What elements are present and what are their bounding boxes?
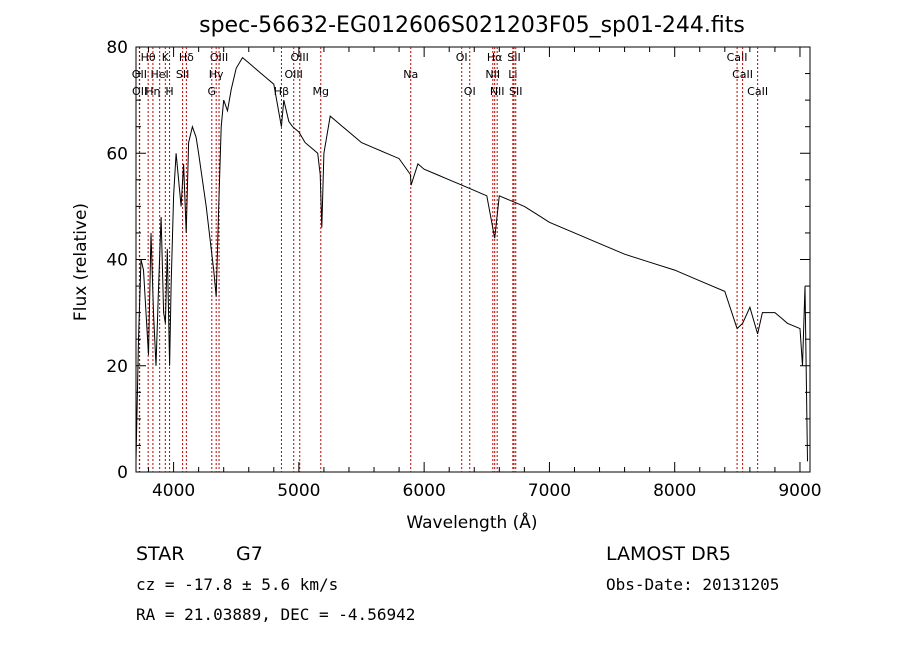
- y-axis-label: Flux (relative): [71, 203, 91, 321]
- obs-date: Obs-Date: 20131205: [606, 575, 779, 594]
- object-subclass: G7: [236, 543, 263, 565]
- chart-title: spec-56632-EG012606S021203F05_sp01-244.f…: [199, 13, 745, 38]
- y-tick-label: 40: [106, 251, 128, 271]
- y-axis-ticks: 0 20 40 60 80: [106, 38, 810, 483]
- spectral-line-label: OI: [456, 51, 468, 64]
- x-tick-label: 5000: [277, 481, 320, 501]
- survey-label: LAMOST DR5: [606, 543, 731, 565]
- spectral-line-label: NII: [490, 85, 505, 98]
- x-axis-ticks: 4000 5000 6000 7000 8000 9000: [148, 47, 822, 501]
- spectral-line-label: OII: [132, 85, 147, 98]
- spectral-line-label: OIII: [210, 51, 228, 64]
- spectral-line-label: CaII: [732, 68, 753, 81]
- spectral-line-label: Hα: [487, 51, 503, 64]
- y-tick-label: 0: [117, 463, 128, 483]
- spectral-line-label: H: [165, 85, 173, 98]
- redshift-line: cz = -17.8 ± 5.6 km/s: [136, 575, 338, 594]
- spectral-line-label: SII: [509, 85, 522, 98]
- plot-frame: [135, 46, 811, 473]
- spectral-line-label: Hδ: [179, 51, 194, 64]
- spectral-line-label: SII: [507, 51, 520, 64]
- spectrum-series-line: [135, 56, 808, 462]
- spectral-line-label: OIII: [285, 68, 303, 81]
- y-tick-label: 60: [106, 144, 128, 164]
- spectral-line-label: Hβ: [274, 85, 289, 98]
- spectral-line-label: CaII: [727, 51, 748, 64]
- spectral-line-label: OI: [464, 85, 476, 98]
- spectral-line-label: Hη: [145, 85, 160, 98]
- x-tick-label: 7000: [528, 481, 571, 501]
- spectral-line-label: Hγ: [209, 68, 224, 81]
- spectral-line-label: CaII: [747, 85, 768, 98]
- spectral-line-label: SII: [176, 68, 189, 81]
- coordinates: RA = 21.03889, DEC = -4.56942: [136, 605, 415, 624]
- spectral-line-label: Na: [403, 68, 418, 81]
- y-tick-label: 20: [106, 357, 128, 377]
- x-tick-label: 6000: [403, 481, 446, 501]
- x-tick-label: 4000: [152, 481, 195, 501]
- spectral-line-label: Hθ: [141, 51, 156, 64]
- x-tick-label: 8000: [653, 481, 696, 501]
- spectral-line-label: Li: [508, 68, 517, 81]
- spectral-line-label: Mg: [313, 85, 329, 98]
- spectral-line-label: OII: [132, 68, 147, 81]
- spectral-line-label: G: [208, 85, 217, 98]
- y-tick-label: 80: [106, 38, 128, 58]
- spectral-line-label: NII: [485, 68, 500, 81]
- spectral-line-label: HeI: [151, 68, 169, 81]
- x-axis-label: Wavelength (Å): [406, 511, 537, 533]
- object-class: STAR: [136, 543, 184, 565]
- spectral-line-label: K: [162, 51, 170, 64]
- spectral-line-label: OIII: [291, 51, 309, 64]
- x-tick-label: 9000: [778, 481, 821, 501]
